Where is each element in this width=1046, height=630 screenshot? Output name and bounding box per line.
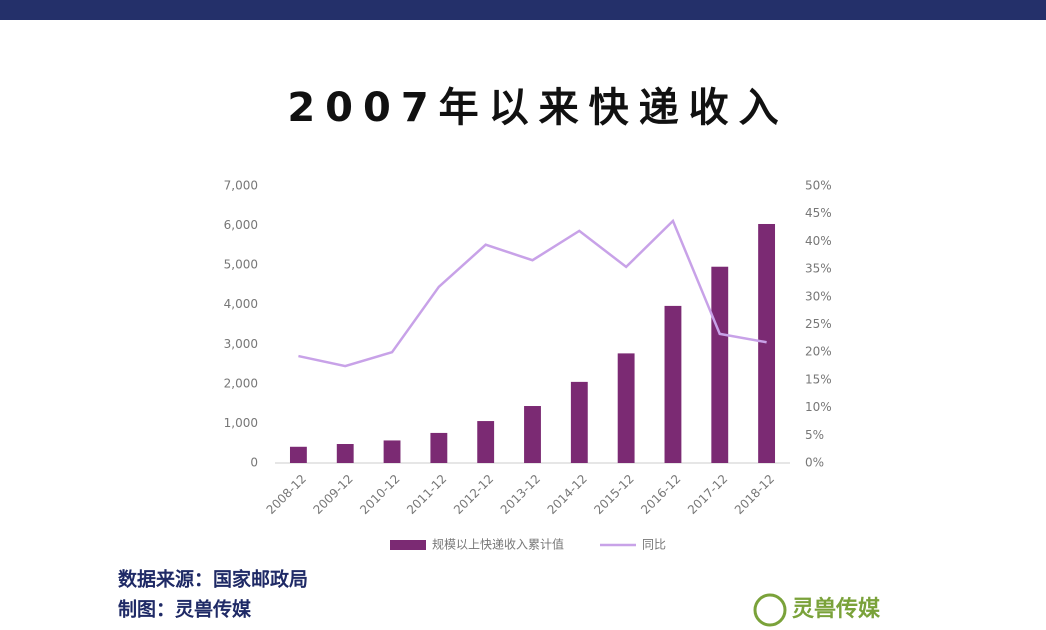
y-tick-label: 3,000 — [224, 337, 258, 351]
y-tick-label: 5,000 — [224, 258, 258, 272]
bar — [617, 353, 635, 463]
bar — [570, 381, 588, 463]
y-tick-label: 7,000 — [224, 179, 258, 193]
y2-tick-label: 50% — [805, 179, 832, 193]
bar — [524, 406, 541, 463]
bar — [430, 432, 448, 463]
y-tick-label: 6,000 — [224, 218, 258, 232]
x-tick-label: 2017-12 — [685, 472, 730, 517]
legend-swatch — [390, 540, 426, 550]
x-tick-label: 2014-12 — [545, 472, 590, 517]
y-tick-label: 1,000 — [224, 416, 258, 430]
legend-label: 规模以上快递收入累计值 — [432, 537, 564, 552]
x-tick-label: 2015-12 — [591, 472, 636, 517]
logo-text: 灵兽传媒 — [792, 596, 881, 622]
bar — [383, 440, 401, 463]
bar — [289, 446, 307, 463]
y2-tick-label: 45% — [805, 206, 832, 220]
y2-tick-label: 35% — [805, 262, 832, 276]
y2-tick-label: 30% — [805, 289, 832, 303]
logo-icon — [753, 593, 787, 627]
y-tick-label: 4,000 — [224, 297, 258, 311]
y2-tick-label: 25% — [805, 317, 832, 331]
y-tick-label: 0 — [250, 456, 258, 470]
x-tick-label: 2013-12 — [498, 472, 543, 517]
y2-tick-label: 20% — [805, 345, 832, 359]
y2-tick-label: 0% — [805, 456, 824, 470]
x-tick-label: 2011-12 — [404, 472, 449, 517]
bar — [477, 421, 495, 463]
x-tick-label: 2012-12 — [451, 472, 496, 517]
x-tick-label: 2010-12 — [357, 472, 402, 517]
y2-tick-label: 15% — [805, 372, 832, 386]
source: 数据来源：国家邮政局 — [118, 568, 308, 591]
credit: 制图：灵兽传媒 — [118, 598, 252, 621]
legend-label: 同比 — [642, 538, 666, 552]
bar — [711, 266, 729, 463]
chart-title: 2007年以来快递收入 — [287, 85, 788, 131]
line — [298, 218, 767, 368]
bar — [336, 444, 354, 463]
x-tick-label: 2008-12 — [264, 472, 309, 517]
y2-tick-label: 10% — [805, 400, 832, 414]
x-tick-label: 2009-12 — [310, 472, 355, 517]
y-tick-label: 2,000 — [224, 376, 258, 390]
x-tick-label: 2018-12 — [732, 472, 777, 517]
y2-tick-label: 40% — [805, 234, 832, 248]
bar — [664, 305, 682, 463]
x-tick-label: 2016-12 — [638, 472, 683, 517]
y2-tick-label: 5% — [805, 428, 824, 442]
top-bar — [0, 0, 1046, 20]
bar — [758, 223, 776, 463]
